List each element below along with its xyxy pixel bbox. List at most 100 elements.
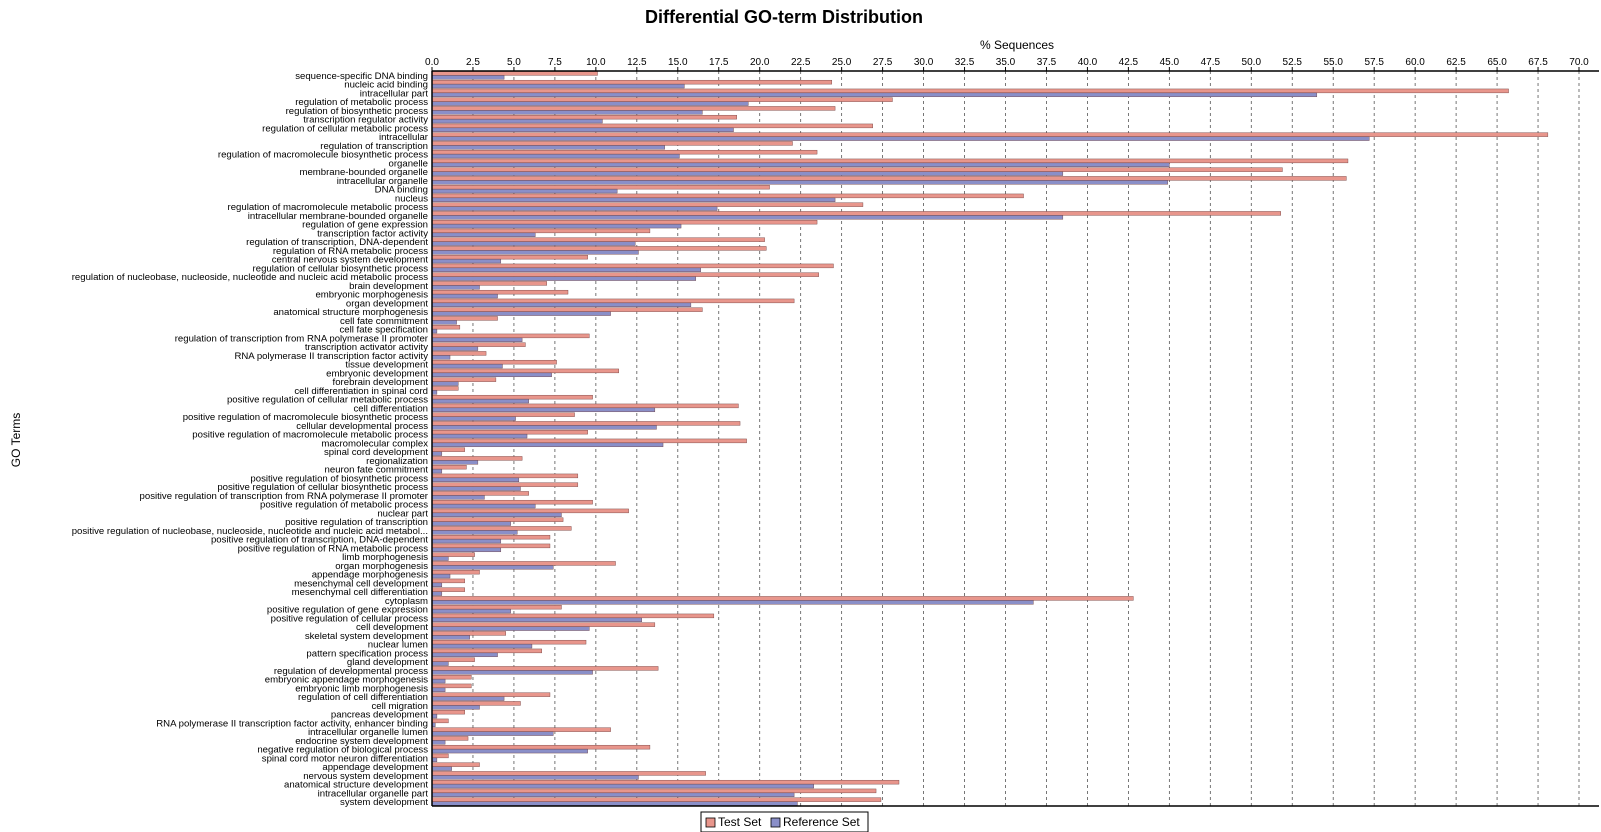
x-tick-label: 22.5	[791, 57, 811, 68]
reference-set-bar	[431, 538, 502, 544]
category-label: spinal cord development	[324, 447, 428, 458]
x-tick-label: 70.0	[1569, 57, 1589, 68]
x-axis-title: % Sequences	[980, 38, 1054, 52]
test-set-bar	[431, 342, 526, 347]
reference-set-bar	[431, 258, 502, 264]
test-set-bar	[431, 281, 547, 286]
legend: Test Set Reference Set	[700, 811, 869, 832]
reference-set-bar	[431, 232, 536, 238]
reference-set-bar	[431, 381, 459, 386]
reference-set-bar	[431, 801, 798, 806]
test-set-bar	[431, 753, 449, 759]
reference-set-bar	[431, 512, 562, 518]
legend-label-reference-set: Reference Set	[783, 815, 860, 829]
category-label: tissue development	[345, 360, 428, 371]
x-tick-label: 40.0	[1078, 57, 1098, 68]
test-set-bar	[431, 622, 656, 627]
category-label: transcription factor activity	[317, 228, 428, 239]
reference-set-bar	[431, 705, 480, 710]
reference-set-bar	[431, 416, 516, 421]
x-tick-label: 0.0	[425, 57, 439, 68]
reference-set-bar	[431, 556, 449, 561]
test-set-bar	[431, 386, 459, 391]
category-label: positive regulation of transcription	[285, 517, 428, 528]
test-set-bar	[431, 316, 498, 321]
x-tick-label: 2.5	[466, 57, 480, 68]
test-set-bar	[431, 744, 651, 750]
test-set-bar	[431, 184, 770, 190]
category-label: embryonic limb morphogenesis	[295, 683, 428, 694]
reference-set-bar	[431, 188, 618, 194]
reference-set-bar	[431, 250, 639, 255]
test-set-bar	[431, 324, 461, 330]
test-set-bar	[431, 254, 588, 260]
chart-title: Differential GO-term Distribution	[645, 7, 923, 27]
category-label: pattern specification process	[306, 648, 428, 659]
legend-box	[700, 811, 869, 832]
reference-set-bar	[431, 83, 685, 89]
reference-set-bar	[431, 206, 718, 211]
category-label: system development	[340, 797, 428, 808]
category-label: cytoplasm	[385, 596, 428, 607]
reference-set-bar	[431, 241, 636, 246]
x-tick-label: 5.0	[507, 57, 521, 68]
x-tick-label: 62.5	[1446, 57, 1466, 68]
category-label: intracellular part	[360, 88, 429, 99]
reference-set-bar	[431, 775, 639, 780]
reference-set-bar	[431, 547, 502, 553]
x-tick-label: 10.0	[586, 57, 606, 68]
test-set-bar	[431, 193, 1024, 199]
test-set-bar	[431, 736, 469, 741]
category-label: appendage development	[322, 762, 428, 773]
reference-set-bar	[431, 92, 1318, 98]
category-label: cell fate commitment	[340, 316, 428, 327]
reference-set-bar	[431, 477, 520, 483]
test-set-bar	[431, 517, 564, 522]
reference-set-bar	[431, 643, 533, 649]
category-label: positive regulation of cellular biosynth…	[217, 482, 428, 493]
test-set-bar	[431, 307, 703, 312]
reference-set-bar	[431, 355, 451, 360]
test-set-bar	[431, 412, 575, 417]
test-set-bar	[431, 569, 480, 575]
test-set-bar	[431, 333, 590, 339]
category-label: intracellular	[379, 132, 429, 143]
test-set-bar	[431, 237, 765, 242]
reference-set-bar	[431, 600, 1034, 605]
reference-set-bar	[431, 276, 697, 281]
x-tick-label: 37.5	[1037, 57, 1057, 68]
reference-set-bar	[431, 398, 529, 404]
x-tick-label: 55.0	[1323, 57, 1343, 68]
category-label: transcription regulator activity	[303, 115, 428, 126]
category-label: embryonic development	[326, 368, 428, 379]
test-set-bar	[431, 71, 598, 76]
reference-set-bar	[431, 363, 503, 369]
test-set-bar	[431, 561, 616, 566]
x-tick-label: 45.0	[1160, 57, 1180, 68]
category-label: organ morphogenesis	[335, 561, 428, 572]
category-label: positive regulation of macromolecule met…	[192, 430, 428, 441]
test-set-bar	[431, 228, 651, 234]
reference-set-bar	[431, 530, 518, 535]
reference-set-bar	[431, 503, 536, 509]
x-tick-label: 30.0	[914, 57, 934, 68]
test-set-bar	[431, 79, 833, 85]
test-set-bar	[431, 464, 467, 470]
test-set-bar	[431, 788, 877, 794]
test-set-bar	[431, 596, 1134, 601]
test-set-bar	[431, 263, 834, 269]
reference-set-bar	[431, 285, 480, 290]
x-tick-label: 15.0	[668, 57, 688, 68]
category-label: negative regulation of biological proces…	[257, 745, 428, 756]
category-label: macromolecular complex	[321, 438, 428, 449]
reference-set-bar	[431, 521, 511, 526]
reference-set-bar	[431, 626, 590, 631]
reference-set-bar	[431, 293, 498, 299]
reference-set-bar	[431, 136, 1370, 141]
category-label: cellular developmental process	[296, 421, 428, 432]
test-set-bar	[431, 587, 465, 592]
category-label: intracellular organelle	[337, 176, 428, 187]
test-set-bar	[431, 534, 551, 540]
reference-set-bar	[431, 118, 603, 124]
